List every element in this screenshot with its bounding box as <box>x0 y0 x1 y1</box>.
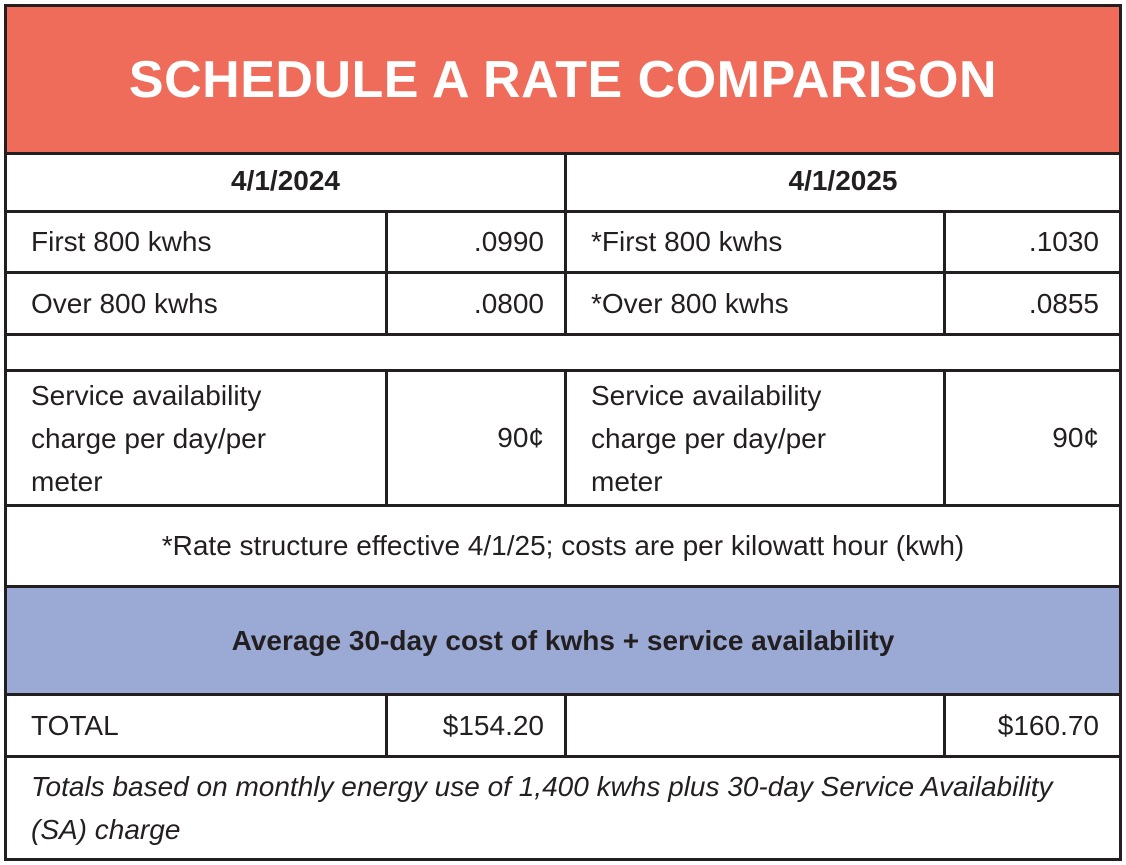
service-value-2024: 90¢ <box>388 372 567 504</box>
date-header-row: 4/1/2024 4/1/2025 <box>7 152 1119 213</box>
total-value-2024: $154.20 <box>388 696 567 755</box>
rate-value-2025: .1030 <box>1028 226 1099 257</box>
table-row: Over 800 kwhs .0800 *Over 800 kwhs .0855 <box>7 274 1119 336</box>
rate-note: *Rate structure effective 4/1/25; costs … <box>161 530 965 561</box>
rate-label-2024: First 800 kwhs <box>7 213 388 271</box>
column-header-2025: 4/1/2025 <box>788 165 898 196</box>
rate-value-2024: .0800 <box>388 274 567 333</box>
rate-comparison-table: SCHEDULE A RATE COMPARISON 4/1/2024 4/1/… <box>4 4 1122 861</box>
spacer-row <box>7 336 1119 372</box>
total-label: TOTAL <box>7 696 388 755</box>
table-row: First 800 kwhs .0990 *First 800 kwhs .10… <box>7 213 1119 274</box>
note-row: *Rate structure effective 4/1/25; costs … <box>7 507 1119 588</box>
service-label-2024: Service availability charge per day/per … <box>7 372 388 504</box>
total-empty-cell <box>567 696 946 755</box>
rate-value-2025: .0855 <box>1028 287 1099 319</box>
page-title: SCHEDULE A RATE COMPARISON <box>7 7 1119 155</box>
service-availability-row: Service availability charge per day/per … <box>7 372 1119 507</box>
service-value-2025: 90¢ <box>1052 422 1099 453</box>
rate-label-2024: Over 800 kwhs <box>7 274 388 333</box>
service-label-2025: Service availability charge per day/per … <box>567 372 946 504</box>
total-row: TOTAL $154.20 $160.70 <box>7 696 1119 758</box>
rate-value-2024: .0990 <box>388 213 567 271</box>
rate-label-2025: *Over 800 kwhs <box>567 274 946 333</box>
average-header-row: Average 30-day cost of kwhs + service av… <box>7 588 1119 696</box>
footnote: Totals based on monthly energy use of 1,… <box>31 771 1053 845</box>
total-value-2025: $160.70 <box>997 709 1099 741</box>
rate-label-2025: *First 800 kwhs <box>567 213 946 271</box>
average-header: Average 30-day cost of kwhs + service av… <box>231 624 895 656</box>
column-header-2024: 4/1/2024 <box>7 152 567 210</box>
